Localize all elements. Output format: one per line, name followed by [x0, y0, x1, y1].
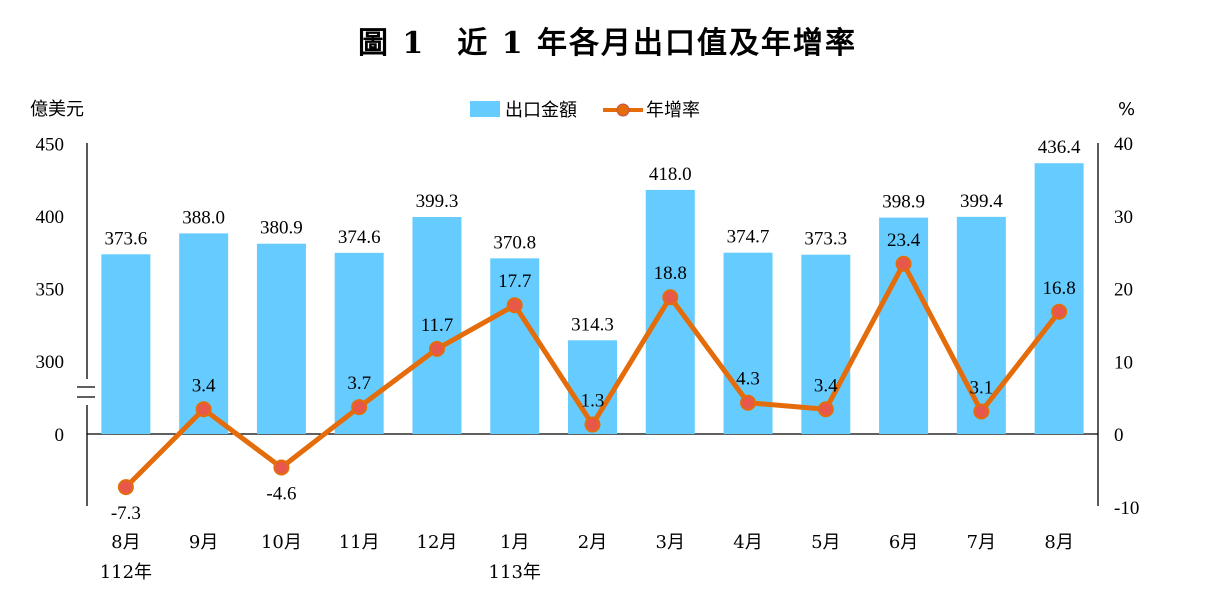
category-label: 6月: [889, 532, 918, 553]
growth-marker: [740, 394, 757, 411]
export-bar: [179, 233, 229, 434]
export-bar: [645, 189, 695, 434]
right-tick-label: 30: [1114, 207, 1133, 228]
growth-value-label: 3.1: [969, 377, 993, 398]
bar-value-label: 380.9: [260, 218, 303, 239]
category-label: 8月: [111, 532, 140, 553]
category-label: 2月: [578, 532, 607, 553]
export-bar: [256, 243, 306, 434]
line-series: [117, 255, 1068, 496]
growth-marker: [584, 416, 601, 433]
category-label: 9月: [189, 532, 218, 553]
growth-value-label: 16.8: [1042, 278, 1075, 299]
growth-value-label: 3.4: [814, 375, 838, 396]
growth-marker: [895, 255, 912, 272]
export-bar: [1034, 163, 1084, 434]
bar-value-label: 374.6: [338, 227, 381, 248]
category-label: 4月: [733, 532, 762, 553]
left-tick-label: 300: [36, 352, 65, 373]
legend-swatch-bar: [470, 101, 500, 117]
export-bar: [412, 217, 462, 434]
right-tick-label: 10: [1114, 352, 1133, 373]
category-label: 10月: [261, 532, 302, 553]
growth-marker: [1051, 303, 1068, 320]
growth-marker: [506, 297, 523, 314]
left-tick-label: 400: [36, 207, 65, 228]
right-tick-label: 40: [1114, 134, 1133, 155]
category-year-label: 113年: [489, 562, 541, 583]
growth-value-label: 23.4: [887, 230, 921, 251]
bar-value-label: 370.8: [493, 232, 536, 253]
category-label: 8月: [1044, 532, 1073, 553]
category-year-label: 112年: [100, 562, 152, 583]
left-tick-label: 450: [36, 135, 65, 156]
growth-marker: [117, 479, 134, 496]
right-tick-label: 0: [1114, 425, 1124, 446]
bar-value-label: 418.0: [649, 164, 692, 185]
category-label: 3月: [656, 532, 685, 553]
growth-value-label: 4.3: [736, 369, 760, 390]
growth-marker: [428, 340, 445, 357]
legend-label-export: 出口金額: [505, 100, 577, 121]
growth-marker: [973, 403, 990, 420]
left-tick-label: 350: [36, 280, 65, 301]
chart-title: 圖 1 近 1 年各月出口值及年增率: [357, 26, 858, 61]
growth-value-label: -7.3: [111, 503, 141, 524]
growth-value-label: -4.6: [266, 483, 296, 504]
left-axis-unit: 億美元: [30, 99, 84, 120]
growth-value-label: 3.4: [192, 375, 216, 396]
bar-value-label: 374.7: [727, 227, 770, 248]
category-label: 7月: [967, 532, 996, 553]
export-bar: [101, 254, 151, 434]
category-labels: 8月 112年 9月 10月 11月 12月 1月 113年 2月 3月 4月 5月 6月 7月 8月: [100, 532, 1074, 583]
export-bar: [956, 216, 1006, 434]
bar-value-label: 436.4: [1038, 137, 1081, 158]
bar-value-label: 373.6: [105, 228, 148, 249]
growth-value-label: 18.8: [654, 263, 687, 284]
category-label: 11月: [339, 532, 380, 553]
bar-value-label: 398.9: [882, 192, 925, 213]
bar-value-label: 373.3: [804, 229, 847, 250]
legend-label-growth: 年增率: [646, 100, 700, 121]
bar-value-label: 399.4: [960, 191, 1003, 212]
legend-swatch-marker: [616, 103, 630, 117]
line-value-labels: -7.3 3.4 -4.6 3.7 11.7 17.7 1.3 18.8 4.3 3.4 23.4 3…: [111, 230, 1076, 524]
growth-marker: [195, 401, 212, 418]
bar-value-labels: 373.6 388.0 380.9 374.6 399.3 370.8 314.3 418.0…: [105, 137, 1081, 335]
legend: 出口金額 年增率: [470, 100, 700, 121]
bar-value-label: 314.3: [571, 314, 614, 335]
growth-value-label: 3.7: [347, 373, 371, 394]
growth-marker: [817, 401, 834, 418]
right-tick-label: -10: [1114, 498, 1139, 519]
bar-value-label: 388.0: [182, 207, 225, 228]
growth-marker: [662, 289, 679, 306]
category-label: 1月: [500, 532, 529, 553]
growth-marker: [351, 399, 368, 416]
category-label: 12月: [417, 532, 458, 553]
export-bar: [490, 258, 540, 434]
growth-value-label: 17.7: [498, 271, 531, 292]
right-axis-unit: %: [1118, 99, 1135, 120]
left-axis-ticks: 450 400 350 300 0: [36, 135, 65, 447]
export-bar: [879, 217, 929, 434]
growth-value-label: 1.3: [581, 391, 605, 412]
bar-value-label: 399.3: [416, 191, 459, 212]
growth-marker: [273, 459, 290, 476]
right-axis-ticks: 40 30 20 10 0 -10: [1114, 134, 1139, 519]
right-tick-label: 20: [1114, 280, 1133, 301]
left-tick-label: 0: [55, 425, 65, 446]
category-label: 5月: [811, 532, 840, 553]
growth-value-label: 11.7: [421, 315, 454, 336]
